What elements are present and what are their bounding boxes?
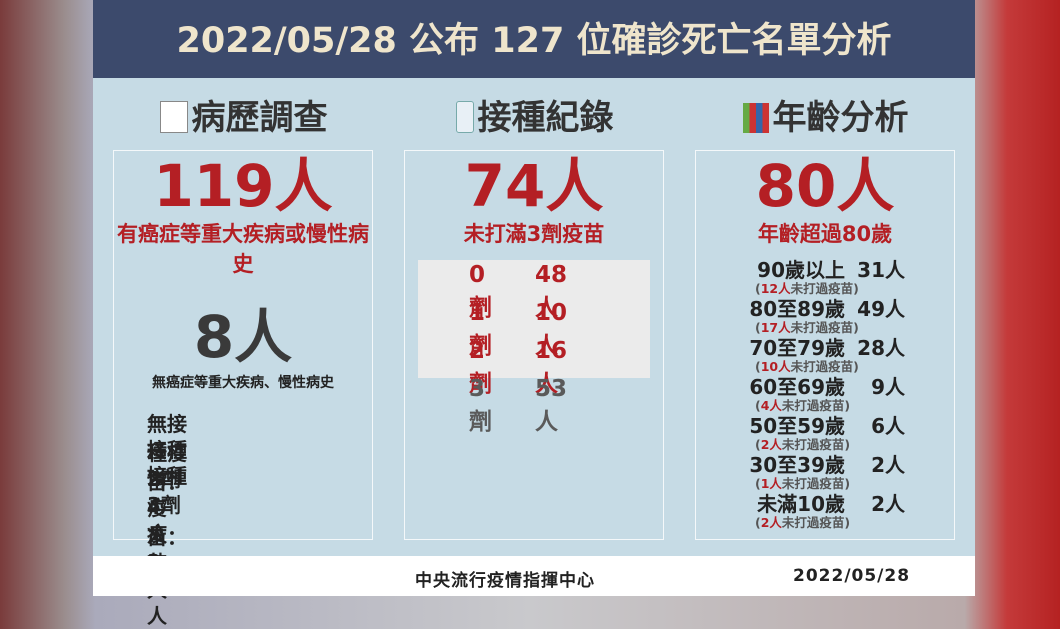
age-note: (10人未打過疫苗) bbox=[755, 356, 859, 375]
note-part: 2人 bbox=[760, 515, 782, 530]
vaccine-line: 接種3劑疫苗：1 人 bbox=[147, 464, 187, 628]
footer: 中央流行疫情指揮中心 2022/05/28 bbox=[93, 556, 975, 596]
heading: 病歷調查 bbox=[191, 98, 328, 138]
note-part: 未打過疫苗) bbox=[781, 515, 851, 530]
note-part: ( bbox=[755, 476, 761, 491]
dose-count: 53人 bbox=[535, 376, 568, 435]
dose: 3劑 bbox=[469, 376, 492, 435]
note-part: 1人 bbox=[760, 476, 782, 491]
age-note: (17人未打過疫苗) bbox=[755, 317, 859, 336]
header-title: 2022/05/28 公布 127 位確診死亡名單分析 bbox=[93, 0, 975, 78]
icon bbox=[159, 101, 188, 133]
dose-count: 16人 bbox=[535, 338, 568, 397]
big-number: 119人 bbox=[153, 152, 333, 220]
heading-wrap: 接種紀錄 bbox=[389, 96, 680, 140]
age-label: 60至69歲 bbox=[749, 375, 845, 399]
dose-bg bbox=[418, 260, 650, 378]
footer-source: 中央流行疫情指揮中心 bbox=[415, 571, 595, 591]
dose-count: 48人 bbox=[535, 262, 568, 321]
note-part: 2人 bbox=[760, 437, 782, 452]
box bbox=[113, 150, 373, 540]
big-number: 74人 bbox=[464, 152, 604, 220]
note-part: 17人 bbox=[760, 320, 791, 335]
big-number: 80人 bbox=[755, 152, 895, 220]
note-part: ( bbox=[755, 515, 761, 530]
small-caption: 無癌症等重大疾病、慢性病史 bbox=[152, 375, 334, 391]
heading-wrap: 病歷調查 bbox=[98, 96, 389, 140]
age-label: 90歲以上 bbox=[757, 258, 845, 282]
age-count: 6人 bbox=[871, 414, 905, 438]
age-note: (2人未打過疫苗) bbox=[755, 434, 850, 453]
dose: 2劑 bbox=[469, 338, 492, 397]
big-caption: 未打滿3劑疫苗 bbox=[463, 222, 605, 246]
note-part: 未打過疫苗) bbox=[790, 281, 859, 296]
dose: 0劑 bbox=[469, 262, 492, 321]
note-part: 未打過疫苗) bbox=[781, 398, 851, 413]
age-count: 9人 bbox=[871, 375, 905, 399]
age-note: (4人未打過疫苗) bbox=[755, 395, 850, 414]
box bbox=[404, 150, 664, 540]
dose: 1劑 bbox=[469, 300, 492, 359]
note-part: ( bbox=[755, 437, 761, 452]
heading: 年齡分析 bbox=[772, 98, 909, 138]
age-count: 31人 bbox=[857, 258, 905, 282]
big-caption: 年齡超過80歲 bbox=[757, 222, 893, 246]
age-count: 49人 bbox=[857, 297, 905, 321]
age-label: 70至79歲 bbox=[749, 336, 845, 360]
footer-date: 2022/05/28 bbox=[793, 566, 911, 586]
note-part: 未打過疫苗) bbox=[790, 320, 859, 335]
age-note: (1人未打過疫苗) bbox=[755, 473, 850, 492]
age-label: 未滿10歲 bbox=[757, 492, 845, 516]
note-part: 12人 bbox=[760, 281, 791, 296]
note-part: ( bbox=[755, 320, 761, 335]
age-count: 2人 bbox=[871, 492, 905, 516]
dose-count: 10人 bbox=[535, 300, 568, 359]
box bbox=[695, 150, 955, 540]
age-note: (12人未打過疫苗) bbox=[755, 278, 859, 297]
heading-wrap: 年齡分析 bbox=[680, 96, 971, 140]
note-part: 未打過疫苗) bbox=[781, 476, 851, 491]
note-part: 未打過疫苗) bbox=[781, 437, 851, 452]
heading: 接種紀錄 bbox=[477, 98, 614, 138]
vaccine-line: 無接種疫苗：4 人 bbox=[147, 412, 187, 547]
note-part: 未打過疫苗) bbox=[790, 359, 859, 374]
big-number: 8人 bbox=[193, 303, 293, 371]
age-count: 28人 bbox=[857, 336, 905, 360]
age-count: 2人 bbox=[871, 453, 905, 477]
note-part: 10人 bbox=[760, 359, 791, 374]
age-label: 80至89歲 bbox=[749, 297, 845, 321]
age-note: (2人未打過疫苗) bbox=[755, 512, 850, 531]
age-label: 50至59歲 bbox=[749, 414, 845, 438]
icon bbox=[742, 103, 769, 133]
panel: 2022/05/28 公布 127 位確診死亡名單分析 病歷調查 接種紀錄 年齡… bbox=[93, 0, 975, 628]
age-label: 30至39歲 bbox=[749, 453, 845, 477]
big-caption: 有癌症等重大疾病或慢性病史 bbox=[117, 222, 369, 276]
note-part: ( bbox=[755, 281, 761, 296]
note-part: ( bbox=[755, 398, 761, 413]
note-part: ( bbox=[755, 359, 761, 374]
icon bbox=[455, 101, 474, 133]
note-part: 4人 bbox=[760, 398, 782, 413]
